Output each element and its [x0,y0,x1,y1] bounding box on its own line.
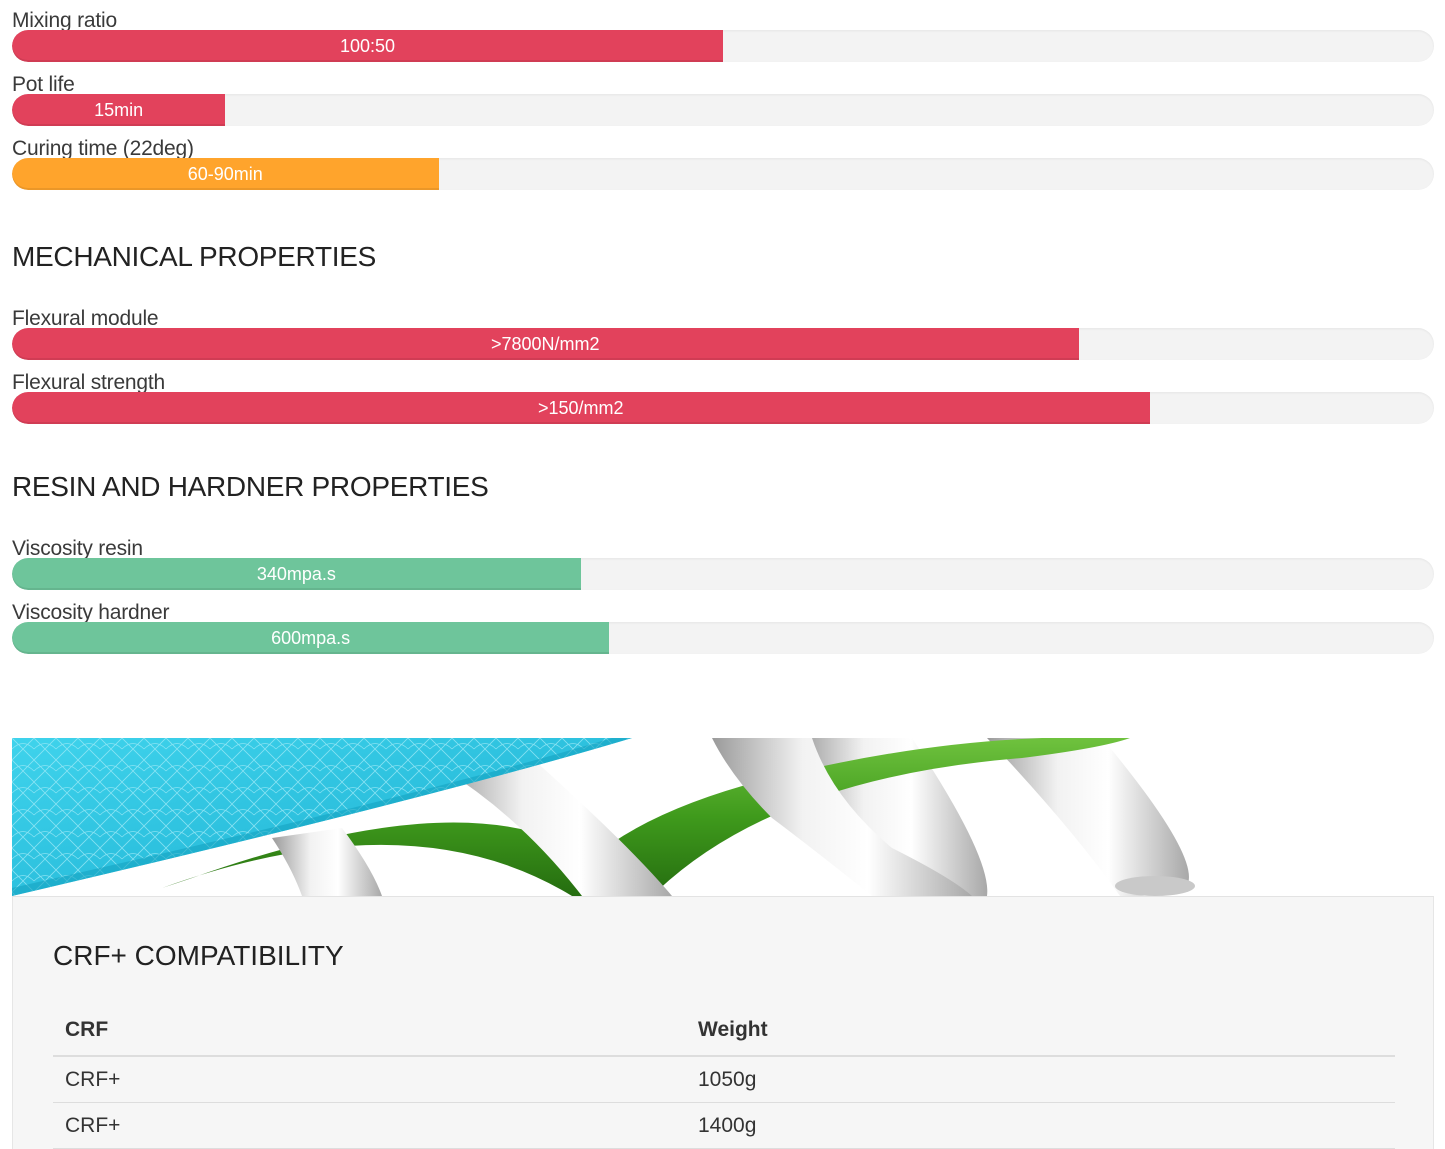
cell-weight: 1400g [686,1102,1395,1149]
processing-properties: Mixing ratio 100:50 Pot life 15min Curin… [12,0,1434,192]
fiber-illustration [12,738,1434,896]
compatibility-panel: CRF+ COMPATIBILITY CRF Weight CRF+ 1050g… [12,896,1434,1149]
property-label: Flexural module [12,307,159,330]
progress-bar-fill: 340mpa.s [12,558,581,590]
progress-bar-track: >150/mm2 [12,392,1434,424]
progress-bar-track: >7800N/mm2 [12,328,1434,360]
column-header-crf: CRF [53,1005,686,1057]
progress-bar-track: 15min [12,94,1434,126]
property-row-flexural-module: Flexural module >7800N/mm2 [12,298,1434,360]
property-row-viscosity-hardner: Viscosity hardner 600mpa.s [12,592,1434,654]
property-row-flexural-strength: Flexural strength >150/mm2 [12,362,1434,424]
property-row-curing-time: Curing time (22deg) 60-90min [12,128,1434,190]
progress-bar-fill: 600mpa.s [12,622,610,654]
compatibility-table: CRF Weight CRF+ 1050g CRF+ 1400g [53,1005,1395,1149]
progress-bar-fill: 60-90min [12,158,439,190]
progress-bar-track: 60-90min [12,158,1434,190]
section-title-resin: RESIN AND HARDNER PROPERTIES [12,471,489,502]
cell-weight: 1050g [686,1056,1395,1103]
property-label: Viscosity hardner [12,601,170,624]
progress-bar-track: 600mpa.s [12,622,1434,654]
property-label: Pot life [12,73,75,96]
compatibility-title: CRF+ COMPATIBILITY [53,940,344,971]
table-header-row: CRF Weight [53,1005,1395,1057]
progress-bar-fill: >7800N/mm2 [12,328,1079,360]
section-title-mechanical: MECHANICAL PROPERTIES [12,241,377,272]
progress-bar-track: 340mpa.s [12,558,1434,590]
progress-bar-fill: >150/mm2 [12,392,1150,424]
mechanical-properties: Flexural module >7800N/mm2 Flexural stre… [12,298,1434,426]
cell-crf: CRF+ [53,1102,686,1149]
property-row-viscosity-resin: Viscosity resin 340mpa.s [12,528,1434,590]
progress-bar-fill: 15min [12,94,226,126]
table-row: CRF+ 1400g [53,1102,1395,1149]
table-row: CRF+ 1050g [53,1056,1395,1103]
property-label: Mixing ratio [12,9,117,32]
property-row-mixing-ratio: Mixing ratio 100:50 [12,0,1434,62]
column-header-weight: Weight [686,1005,1395,1057]
progress-bar-fill: 100:50 [12,30,723,62]
resin-properties: Viscosity resin 340mpa.s Viscosity hardn… [12,528,1434,656]
property-row-pot-life: Pot life 15min [12,64,1434,126]
property-label: Curing time (22deg) [12,137,194,160]
property-label: Flexural strength [12,371,166,394]
property-label: Viscosity resin [12,537,143,560]
progress-bar-track: 100:50 [12,30,1434,62]
fiber-weave-image [12,738,1195,896]
cell-crf: CRF+ [53,1056,686,1103]
